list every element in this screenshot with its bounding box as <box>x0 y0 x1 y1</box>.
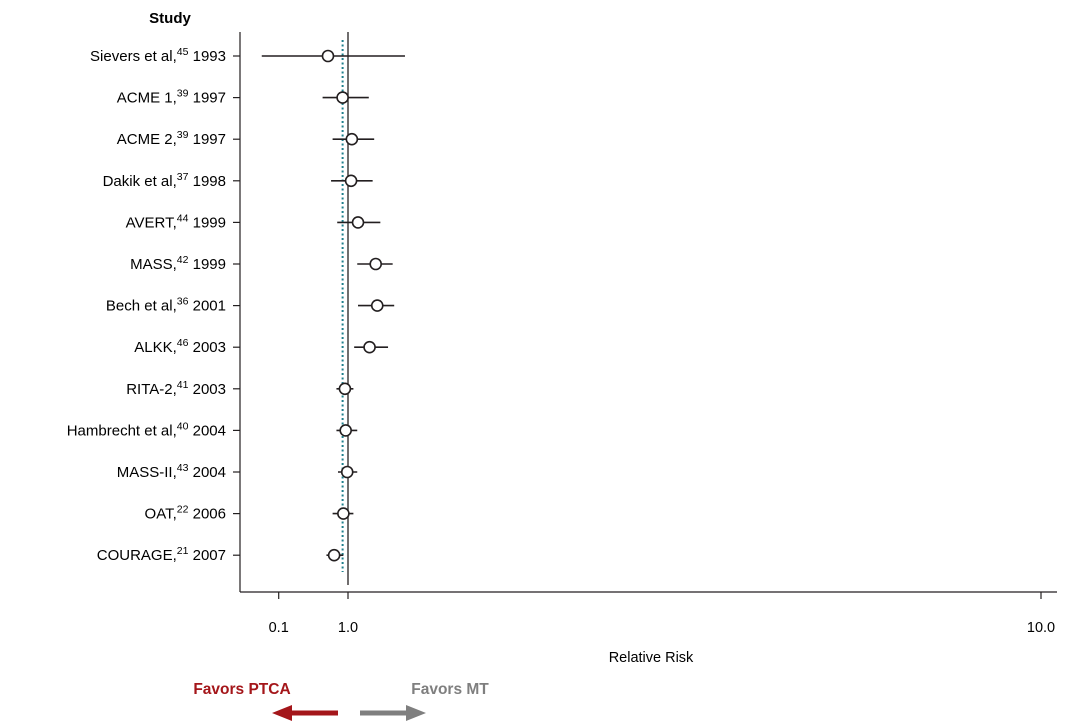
study-row: OAT,22 2006 <box>145 504 354 523</box>
study-row: ACME 1,39 1997 <box>117 88 369 107</box>
study-label: Dakik et al,37 1998 <box>103 171 226 190</box>
study-year: 1998 <box>188 173 226 190</box>
study-year: 2001 <box>188 298 226 315</box>
point-estimate <box>340 465 354 479</box>
point-estimate <box>339 424 352 437</box>
study-label: AVERT,44 1999 <box>126 212 226 231</box>
x-tick-label: 10.0 <box>1027 620 1055 636</box>
reference-lines <box>341 32 349 585</box>
study-year: 1993 <box>188 48 226 65</box>
point-estimate <box>370 299 384 312</box>
point-estimate <box>345 132 359 146</box>
study-reference: 40 <box>177 420 189 432</box>
study-label: Sievers et al,45 1993 <box>90 46 226 65</box>
study-name: COURAGE, <box>97 547 177 564</box>
x-axis-title: Relative Risk <box>609 650 694 666</box>
favors-mt-arrow <box>360 705 426 721</box>
study-label: Hambrecht et al,40 2004 <box>67 420 226 439</box>
study-reference: 36 <box>177 296 189 308</box>
study-reference: 37 <box>177 171 189 183</box>
point-estimate <box>338 382 352 396</box>
study-name: MASS, <box>130 256 177 273</box>
point-estimate <box>337 507 350 520</box>
study-year: 2004 <box>188 464 226 481</box>
x-tick-label: 0.1 <box>269 620 289 636</box>
study-label: Bech et al,36 2001 <box>106 296 226 315</box>
study-row: Dakik et al,37 1998 <box>103 171 373 190</box>
study-name: ALKK, <box>134 339 177 356</box>
point-estimate <box>336 91 349 104</box>
study-name: AVERT, <box>126 214 177 231</box>
study-label: OAT,22 2006 <box>145 504 226 523</box>
study-reference: 21 <box>177 545 189 557</box>
study-label: RITA-2,41 2003 <box>126 379 226 398</box>
study-row: RITA-2,41 2003 <box>126 379 354 398</box>
study-column-heading: Study <box>149 10 191 27</box>
study-reference: 45 <box>177 46 189 58</box>
study-row: Bech et al,36 2001 <box>106 296 395 315</box>
study-label: ACME 2,39 1997 <box>117 129 226 148</box>
study-name: ACME 1, <box>117 90 177 107</box>
study-name: MASS-II, <box>117 464 177 481</box>
study-label: COURAGE,21 2007 <box>97 545 226 564</box>
study-row: COURAGE,21 2007 <box>97 545 344 564</box>
study-reference: 39 <box>177 88 189 100</box>
x-axis-ticks: 0.1 1.0 10.0 <box>269 592 1055 636</box>
point-estimate <box>351 216 365 229</box>
study-row: MASS-II,43 2004 <box>117 462 358 481</box>
study-row: ALKK,46 2003 <box>134 337 389 356</box>
study-row: Hambrecht et al,40 2004 <box>67 420 358 439</box>
study-reference: 41 <box>177 379 189 391</box>
study-year: 1997 <box>188 131 226 148</box>
study-row: MASS,42 1999 <box>130 254 393 273</box>
point-estimate <box>363 340 376 354</box>
point-estimate <box>369 257 383 271</box>
study-name: Bech et al, <box>106 298 177 315</box>
favors-mt-label: Favors MT <box>411 681 489 698</box>
favors-ptca-label: Favors PTCA <box>193 681 290 698</box>
study-year: 2003 <box>188 381 226 398</box>
study-reference: 43 <box>177 462 189 474</box>
study-reference: 39 <box>177 129 189 141</box>
study-reference: 44 <box>177 212 189 224</box>
arrow-head <box>272 705 292 721</box>
study-year: 1999 <box>188 256 226 273</box>
point-estimate <box>321 49 335 63</box>
study-row: Sievers et al,45 1993 <box>90 46 405 65</box>
study-name: ACME 2, <box>117 131 177 148</box>
study-year: 2006 <box>188 506 226 523</box>
study-year: 1997 <box>188 90 226 107</box>
study-year: 2004 <box>188 422 226 439</box>
favors-ptca-arrow <box>272 705 338 721</box>
arrow-head <box>406 705 426 721</box>
point-estimate <box>344 174 358 188</box>
study-reference: 22 <box>177 504 189 516</box>
study-name: RITA-2, <box>126 381 177 398</box>
study-label: MASS,42 1999 <box>130 254 226 273</box>
study-year: 1999 <box>188 214 226 231</box>
study-name: Hambrecht et al, <box>67 422 177 439</box>
study-year: 2007 <box>188 547 226 564</box>
point-estimate <box>327 548 341 562</box>
study-label: ACME 1,39 1997 <box>117 88 226 107</box>
study-label: MASS-II,43 2004 <box>117 462 226 481</box>
study-year: 2003 <box>188 339 226 356</box>
study-name: OAT, <box>145 506 177 523</box>
study-reference: 42 <box>177 254 189 266</box>
study-name: Dakik et al, <box>103 173 177 190</box>
study-name: Sievers et al, <box>90 48 177 65</box>
study-row: AVERT,44 1999 <box>126 212 381 231</box>
study-row: ACME 2,39 1997 <box>117 129 375 148</box>
plot-axes <box>239 32 1057 593</box>
study-reference: 46 <box>177 337 189 349</box>
x-tick-label: 1.0 <box>338 620 358 636</box>
study-label: ALKK,46 2003 <box>134 337 226 356</box>
